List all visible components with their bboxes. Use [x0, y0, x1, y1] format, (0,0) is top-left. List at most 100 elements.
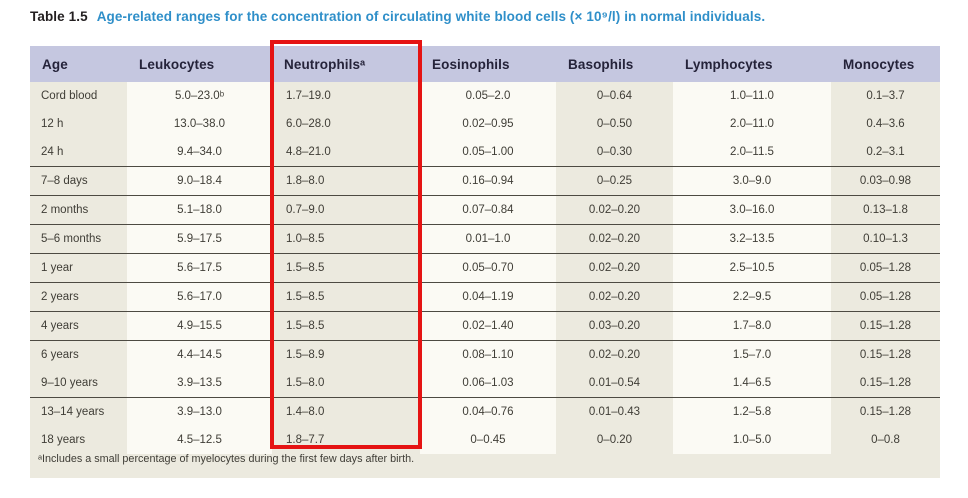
table-row: 18 years 4.5–12.5 1.8–7.7 0–0.45 0–0.20 1.0–5… [30, 426, 940, 454]
table-cell: 2.0–11.0 [673, 110, 831, 138]
table-cell: 1.5–8.5 [272, 282, 420, 312]
table-cell: 0.07–0.84 [420, 195, 556, 225]
row-label: 4 years [30, 311, 127, 341]
column-header-neutrophils: Neutrophilsᵃ [272, 46, 420, 82]
table-cell: 13.0–38.0 [127, 110, 272, 138]
table-row: 13–14 years 3.9–13.0 1.4–8.0 0.04–0.76 0.01–… [30, 397, 940, 426]
table-cell: 0.01–0.43 [556, 397, 673, 426]
table-cell: 0.02–1.40 [420, 311, 556, 341]
table-cell: 5.6–17.0 [127, 282, 272, 312]
table-cell: 0.05–0.70 [420, 253, 556, 283]
table-cell: 0.16–0.94 [420, 166, 556, 196]
row-label: Cord blood [41, 90, 98, 102]
table-cell: 0.08–1.10 [420, 340, 556, 369]
table-cell: 1.5–8.9 [272, 340, 420, 369]
table-body: Cord blood 5.0–23.0ᵇ 1.7–19.0 0.05–2.0 0–0.6… [30, 82, 940, 454]
table-cell: 1.0–5.0 [673, 426, 831, 454]
table-cell: 0.10–1.3 [831, 224, 940, 254]
table-cell: 0–0.25 [556, 166, 673, 196]
row-label: 13–14 years [30, 397, 127, 426]
table-cell: 1.7–19.0 [286, 90, 331, 102]
row-label: 24 h [41, 146, 64, 158]
table-cell: 1.5–8.5 [272, 311, 420, 341]
table-cell: 0.03–0.20 [556, 311, 673, 341]
table-cell: 0.03–0.98 [831, 166, 940, 196]
table-cell: 0.02–0.20 [556, 224, 673, 254]
table-cell: 0.06–1.03 [420, 369, 556, 398]
table-cell: 1.5–8.0 [286, 377, 325, 389]
table-row: 2 years 5.6–17.0 1.5–8.5 0.04–1.19 0.02–0.20… [30, 282, 940, 312]
column-header-eosinophils: Eosinophils [420, 46, 556, 82]
table-cell: 4.5–12.5 [127, 426, 272, 454]
table-title: Table 1.5 Age-related ranges for the conc… [30, 9, 765, 24]
table-cell: 0–0.45 [420, 426, 556, 454]
row-label: 18 years [41, 434, 86, 446]
table-cell: 0.02–0.95 [420, 110, 556, 138]
table-cell: 1.5–8.5 [272, 253, 420, 283]
table-cell: 1.0–11.0 [673, 82, 831, 110]
table-row: 24 h 9.4–34.0 4.8–21.0 0.05–1.00 0–0.30 2.0–1… [30, 138, 940, 167]
table-cell: 1.4–8.0 [272, 397, 420, 426]
table-cell: 1.7–8.0 [673, 311, 831, 341]
table-cell: 3.0–9.0 [673, 166, 831, 196]
table-cell: 1.4–6.5 [673, 369, 831, 398]
table-cell: 0.15–1.28 [831, 397, 940, 426]
table-cell: 5.1–18.0 [127, 195, 272, 225]
table-cell: 0–0.30 [596, 146, 633, 158]
column-header-monocytes: Monocytes [831, 46, 940, 82]
table-cell: 0.02–0.20 [556, 253, 673, 283]
table-cell: 4.8–21.0 [286, 146, 331, 158]
table-cell: 0–0.8 [871, 434, 900, 446]
table-cell: 0.15–1.28 [831, 340, 940, 369]
table-cell: 0.15–1.28 [831, 311, 940, 341]
table-cell: 5.9–17.5 [127, 224, 272, 254]
table-cell: 0.4–3.6 [866, 118, 905, 130]
table-cell: 4.4–14.5 [127, 340, 272, 369]
table-cell: 0.04–0.76 [420, 397, 556, 426]
table-row: 4 years 4.9–15.5 1.5–8.5 0.02–1.40 0.03–0.20… [30, 311, 940, 341]
table-cell: 0.05–1.00 [420, 138, 556, 167]
row-label: 7–8 days [30, 166, 127, 196]
data-table: Age Leukocytes Neutrophilsᵃ Eosinophils … [30, 46, 940, 454]
table-cell: 1.8–8.0 [272, 166, 420, 196]
table-row: 6 years 4.4–14.5 1.5–8.9 0.08–1.10 0.02–0.20… [30, 340, 940, 369]
table-cell: 3.0–16.0 [673, 195, 831, 225]
table-cell: 2.2–9.5 [673, 282, 831, 312]
column-header-basophils: Basophils [556, 46, 673, 82]
table-row: 12 h 13.0–38.0 6.0–28.0 0.02–0.95 0–0.50 2.0–… [30, 110, 940, 138]
table-cell: 4.9–15.5 [127, 311, 272, 341]
table-row: Cord blood 5.0–23.0ᵇ 1.7–19.0 0.05–2.0 0–0.6… [30, 82, 940, 110]
table-cell: 1.0–8.5 [272, 224, 420, 254]
table-cell: 9.4–34.0 [127, 138, 272, 167]
table-cell: 1.8–7.7 [286, 434, 325, 446]
table-cell: 0–0.64 [596, 90, 633, 102]
table-title-label: Table 1.5 [30, 9, 88, 24]
row-label: 5–6 months [30, 224, 127, 254]
table-cell: 0.1–3.7 [866, 90, 905, 102]
table-cell: 0.05–1.28 [831, 282, 940, 312]
table-cell: 0.02–0.20 [556, 340, 673, 369]
table-row: 5–6 months 5.9–17.5 1.0–8.5 0.01–1.0 0.02–0.… [30, 224, 940, 254]
table-cell: 3.2–13.5 [673, 224, 831, 254]
table-cell: 0.7–9.0 [272, 195, 420, 225]
table-header-row: Age Leukocytes Neutrophilsᵃ Eosinophils … [30, 46, 940, 82]
column-header-lymphocytes: Lymphocytes [673, 46, 831, 82]
table-cell: 3.9–13.5 [127, 369, 272, 398]
row-label: 2 months [30, 195, 127, 225]
row-label: 1 year [30, 253, 127, 283]
table-cell: 5.6–17.5 [127, 253, 272, 283]
table-cell: 0.01–0.54 [588, 377, 641, 389]
table-cell: 6.0–28.0 [286, 118, 331, 130]
column-header-age: Age [30, 46, 127, 82]
table-cell: 1.5–7.0 [673, 340, 831, 369]
table-row: 9–10 years 3.9–13.5 1.5–8.0 0.06–1.03 0.01–0… [30, 369, 940, 398]
table-cell: 3.9–13.0 [127, 397, 272, 426]
table-cell: 0.05–1.28 [831, 253, 940, 283]
table-cell: 0.15–1.28 [859, 377, 912, 389]
row-label: 9–10 years [41, 377, 98, 389]
table-title-text: Age-related ranges for the concentration… [96, 9, 766, 24]
row-label: 2 years [30, 282, 127, 312]
table-cell: 0–0.50 [596, 118, 633, 130]
table-cell: 5.0–23.0ᵇ [127, 82, 272, 110]
